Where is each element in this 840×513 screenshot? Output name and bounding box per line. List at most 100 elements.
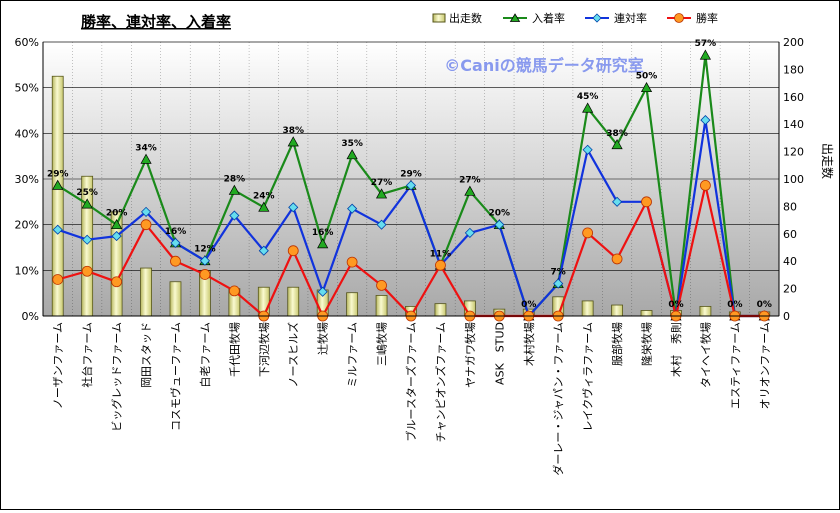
right-tick-label: 140 [783, 118, 804, 131]
legend-win-marker [674, 13, 684, 23]
x-tick-label-11: ミルファーム [346, 322, 359, 388]
bar-5 [169, 281, 182, 317]
place-rate-point-15 [464, 185, 476, 196]
right-axis: 0 20 40 60 80 100 120 140 160 180 200 [778, 36, 804, 323]
right-tick-label: 200 [783, 36, 804, 49]
bar-21 [640, 310, 653, 317]
x-tick-label-14: チャンピオンズファーム [433, 322, 447, 442]
left-tick-label: 50% [15, 82, 39, 95]
rentai-rate-point-6 [199, 255, 210, 266]
x-tick-label-18: ダーレー・ジャパン・ファーム [551, 322, 565, 476]
legend-win-label: 勝率 [696, 11, 718, 25]
rentai-rate-point-19 [582, 144, 593, 155]
win-rate-point-20 [611, 253, 623, 265]
win-rate-point-21 [641, 196, 652, 208]
left-axis: 0% 10% 20% 30% 40% 50% 60% [15, 36, 44, 323]
x-tick-label-2: 社台ファーム [80, 322, 94, 388]
right-tick-label: 20 [783, 283, 797, 296]
place-rate-label-20: 38% [606, 129, 628, 139]
legend-rentai-label: 連対率 [614, 11, 647, 25]
place-rate-labels: 29% 25% 20% 34% 16% 12% 28% 24% 38% 16% 35% 27% 29% 1… [47, 39, 772, 310]
rentai-rate-point-4 [140, 206, 152, 217]
place-rate-label-12: 27% [371, 178, 393, 188]
place-rate-point-2 [81, 198, 93, 209]
place-rate-label-17: 0% [521, 300, 536, 310]
right-tick-label: 0 [783, 310, 790, 323]
left-tick-label: 20% [15, 219, 39, 232]
win-rate-point-23 [700, 179, 711, 191]
rentai-rate-point-8 [258, 245, 269, 256]
watermark: ©Caniの競馬データ研究室 [444, 56, 643, 75]
place-rate-point-20 [611, 139, 623, 150]
x-tick-label-25: オリオンファーム [758, 322, 771, 409]
place-rate-point-9 [287, 136, 299, 147]
bar-12 [375, 295, 388, 317]
place-rate-label-11: 35% [341, 139, 363, 149]
place-rate-label-19: 45% [577, 92, 599, 102]
place-rate-label-24: 0% [727, 300, 742, 310]
rentai-rate-point-9 [288, 202, 299, 213]
win-rate-point-11 [346, 256, 358, 268]
rentai-rate-point-11 [347, 203, 358, 214]
rentai-rate-point-18 [553, 278, 564, 289]
x-tick-label-13: ブルースターズファーム [404, 322, 418, 442]
place-rate-point-4 [140, 153, 152, 164]
place-rate-label-10: 16% [312, 228, 334, 238]
x-axis-labels: ノーザンファーム 社台ファーム ビッグレッドファーム 岡田スタッド コスモヴューファーム… [43, 315, 779, 476]
x-tick-label-7: 千代田牧場 [227, 322, 241, 377]
place-rate-label-3: 20% [106, 209, 128, 219]
win-rate-point-2 [81, 265, 93, 277]
place-rate-label-14: 11% [430, 249, 452, 259]
rentai-rate-point-1 [52, 224, 63, 235]
x-tick-label-20: 服部牧場 [610, 322, 624, 366]
bar-4 [140, 267, 152, 317]
x-tick-label-19: レイクヴィラファーム [581, 322, 595, 431]
rentai-rate-point-15 [464, 227, 475, 238]
place-rate-point-8 [258, 201, 270, 212]
win-rate-point-19 [582, 227, 594, 239]
left-tick-label: 60% [15, 36, 39, 49]
right-tick-label: 160 [783, 91, 804, 104]
x-tick-label-8: 下河辺牧場 [257, 322, 271, 377]
x-tick-label-22: 木村 秀則 [669, 322, 683, 377]
legend-item-win: 勝率 [667, 11, 718, 25]
place-rate-label-22: 0% [668, 300, 683, 310]
place-rate-label-21: 50% [636, 72, 658, 82]
legend-bar-label: 出走数 [449, 11, 482, 25]
x-tick-label-15: ヤナガワ牧場 [463, 322, 477, 388]
x-tick-label-17: 木村牧場 [522, 322, 536, 366]
place-rate-label-13: 29% [400, 169, 422, 179]
legend-item-rentai: 連対率 [585, 11, 647, 25]
left-tick-label: 40% [15, 127, 39, 140]
place-rate-point-23 [699, 49, 711, 60]
bar-20 [611, 304, 623, 317]
place-rate-label-25: 0% [757, 300, 772, 310]
place-rate-label-1: 29% [47, 169, 69, 179]
x-tick-label-24: エスティファーム [729, 322, 742, 409]
x-tick-label-4: 岡田スタッド [140, 322, 153, 388]
place-rate-label-16: 20% [489, 209, 511, 219]
rentai-rate-point-3 [111, 231, 122, 242]
bars-series [51, 75, 771, 317]
legend-item-place: 入着率 [503, 11, 565, 25]
bar-19 [581, 300, 594, 317]
place-rate-label-6: 12% [194, 245, 216, 255]
x-tick-label-6: 白老ファーム [198, 322, 212, 388]
place-rate-label-9: 38% [282, 126, 304, 136]
place-rate-point-12 [375, 188, 388, 199]
x-tick-label-10: 辻牧場 [316, 322, 330, 355]
place-rate-label-5: 16% [165, 227, 187, 237]
x-tick-label-16: ASK STUD [493, 322, 506, 385]
x-tick-label-23: タイヘイ牧場 [698, 322, 712, 388]
place-rate-point-10 [317, 238, 329, 249]
rentai-rate-point-5 [170, 237, 181, 248]
place-rate-point-3 [111, 218, 123, 230]
win-rate-point-5 [170, 255, 181, 267]
rentai-rate-point-16 [494, 219, 505, 230]
place-rate-point-19 [582, 102, 594, 113]
rentai-rate-point-20 [612, 196, 623, 207]
rentai-rate-point-12 [376, 219, 387, 230]
bar-14 [434, 303, 447, 317]
